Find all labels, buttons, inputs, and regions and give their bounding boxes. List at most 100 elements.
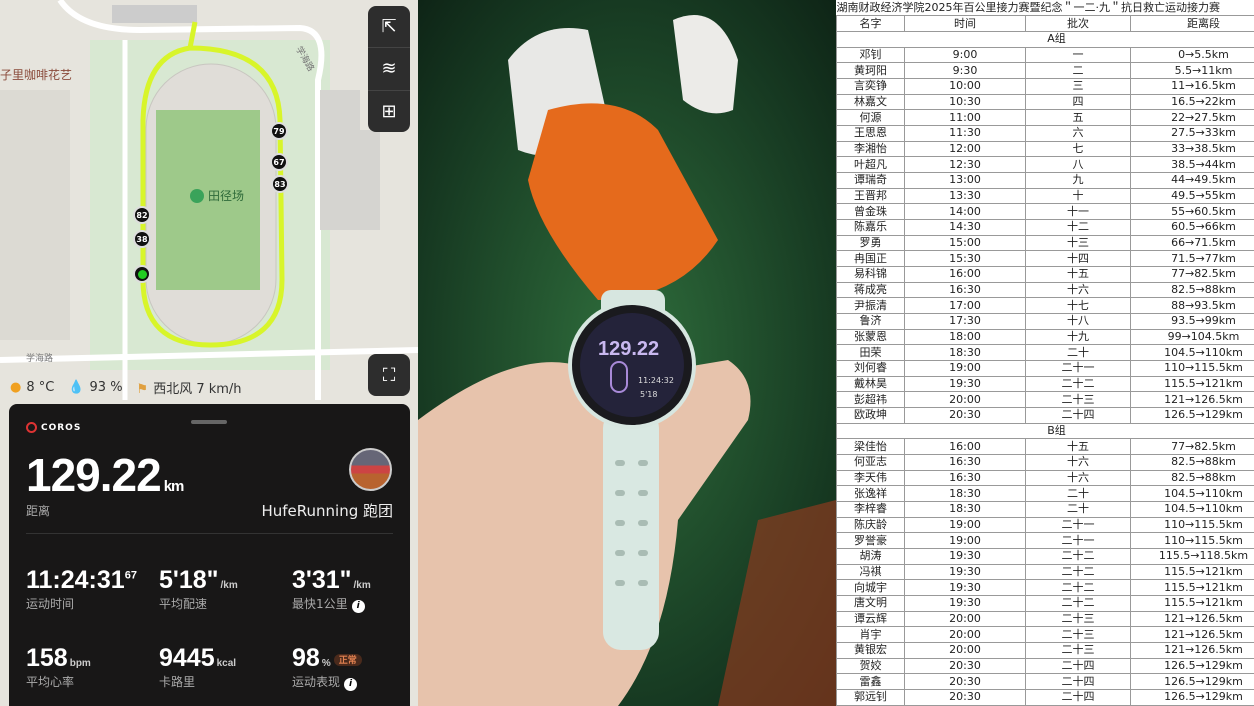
table-cell: 二十一 xyxy=(1025,532,1131,550)
table-cell: 十四 xyxy=(1025,250,1131,267)
table-cell: 49.5→55km xyxy=(1130,187,1254,205)
table-cell: 曾金珠 xyxy=(836,203,905,220)
table-cell: 刘何睿 xyxy=(836,359,905,377)
table-cell: 张逸祥 xyxy=(836,485,905,502)
info-icon[interactable]: i xyxy=(351,600,365,613)
table-cell: 110→115.5km xyxy=(1130,359,1254,377)
column-header: 名字 xyxy=(836,15,905,32)
group-label: A组 xyxy=(836,30,1254,48)
table-row: 尹振清 17:00 十七 88→93.5km xyxy=(836,297,1254,314)
table-cell: 七 xyxy=(1025,140,1131,158)
drag-handle[interactable] xyxy=(191,420,227,424)
table-cell: 20:00 xyxy=(904,642,1026,659)
table-cell: 16:30 xyxy=(904,453,1026,471)
table-cell: 二十四 xyxy=(1025,657,1131,675)
stat-performance: 98% 正常 运动表现 i xyxy=(292,644,362,691)
table-cell: 19:30 xyxy=(904,548,1026,565)
table-cell: 十一 xyxy=(1025,203,1131,220)
table-cell: 93.5→99km xyxy=(1130,312,1254,330)
table-row: 叶超凡 12:30 八 38.5→44km xyxy=(836,156,1254,173)
table-cell: 13:30 xyxy=(904,187,1026,205)
map-shop-label: 子里咖啡花艺 xyxy=(0,68,73,82)
table-cell: 12:00 xyxy=(904,140,1026,158)
stat-avg-hr: 158 bpm 平均心率 xyxy=(26,644,91,689)
table-cell: 104.5→110km xyxy=(1130,485,1254,502)
table-cell: 十五 xyxy=(1025,265,1131,283)
table-row: 张蒙恩 18:00 十九 99→104.5km xyxy=(836,328,1254,346)
table-cell: 16:30 xyxy=(904,281,1026,299)
table-cell: 十 xyxy=(1025,187,1131,205)
stat-fastest-km: 3'31"/km 最快1公里 i xyxy=(292,566,371,613)
table-cell: 二十二 xyxy=(1025,579,1131,597)
photo-graphics xyxy=(418,15,836,706)
km-marker[interactable]: 83 xyxy=(271,175,289,193)
table-cell: 李天伟 xyxy=(836,469,905,487)
relay-schedule-table: 湖南财政经济学院2025年百公里接力赛暨纪念＂一二·九＂抗日救亡运动接力赛 名字时… xyxy=(836,0,1254,706)
club-name[interactable]: HufeRunning 跑团 xyxy=(261,502,393,520)
table-cell: 二十 xyxy=(1025,485,1131,502)
table-row: 胡涛 19:30 二十二 115.5→118.5km xyxy=(836,548,1254,565)
table-cell: 郭远钊 xyxy=(836,689,905,706)
table-cell: 121→126.5km xyxy=(1130,642,1254,659)
route-map[interactable]: 子里咖啡花艺 学海路 学海路 田径场 79 67 83 82 38 ⇱ ≋ ⊞ … xyxy=(0,0,418,706)
table-cell: 二十二 xyxy=(1025,548,1131,565)
table-cell: 贺姣 xyxy=(836,657,905,675)
table-cell: 115.5→118.5km xyxy=(1130,548,1254,565)
table-cell: 60.5→66km xyxy=(1130,218,1254,236)
table-cell: 115.5→121km xyxy=(1130,595,1254,612)
layers-button[interactable]: ≋ xyxy=(368,48,410,91)
table-row: 李湘怡 12:00 七 33→38.5km xyxy=(836,140,1254,158)
table-cell: 陈嘉乐 xyxy=(836,218,905,236)
table-row: 戴林昊 19:30 二十二 115.5→121km xyxy=(836,375,1254,393)
humidity: 93 % xyxy=(89,380,123,395)
fullscreen-button[interactable]: ⛶ xyxy=(368,354,410,396)
share-button[interactable]: ⇱ xyxy=(368,6,410,49)
table-row: 曾金珠 14:00 十一 55→60.5km xyxy=(836,203,1254,220)
table-title: 湖南财政经济学院2025年百公里接力赛暨纪念＂一二·九＂抗日救亡运动接力赛 xyxy=(836,0,1221,14)
km-marker[interactable]: 79 xyxy=(270,122,288,140)
club-avatar[interactable] xyxy=(349,448,392,491)
table-cell: 罗誉豪 xyxy=(836,532,905,550)
wind: 西北风 7 km/h xyxy=(153,382,242,397)
table-row: 林嘉文 10:30 四 16.5→22km xyxy=(836,93,1254,111)
table-cell: 121→126.5km xyxy=(1130,626,1254,644)
poi-stadium[interactable]: 田径场 xyxy=(190,187,244,204)
start-marker[interactable] xyxy=(133,265,151,283)
table-cell: 二十一 xyxy=(1025,516,1131,534)
table-cell: 44→49.5km xyxy=(1130,171,1254,189)
table-cell: 121→126.5km xyxy=(1130,391,1254,408)
table-cell: 20:00 xyxy=(904,391,1026,408)
table-cell: 肖宇 xyxy=(836,626,905,644)
table-cell: 二十三 xyxy=(1025,642,1131,659)
table-cell: 82.5→88km xyxy=(1130,469,1254,487)
table-cell: 20:30 xyxy=(904,406,1026,424)
table-cell: 14:00 xyxy=(904,203,1026,220)
add-image-button[interactable]: ⊞ xyxy=(368,91,410,132)
table-row: 田荣 18:30 二十 104.5→110km xyxy=(836,344,1254,361)
table-row: 梁佳怡 16:00 十五 77→82.5km xyxy=(836,438,1254,455)
divider xyxy=(26,533,393,534)
km-marker[interactable]: 67 xyxy=(270,153,288,171)
table-cell: 20:30 xyxy=(904,657,1026,675)
table-cell: 黄银宏 xyxy=(836,642,905,659)
table-cell: 二十二 xyxy=(1025,595,1131,612)
share-icon: ⇱ xyxy=(381,16,397,38)
info-icon[interactable]: i xyxy=(344,678,358,691)
table-cell: 十八 xyxy=(1025,312,1131,330)
table-row: 何亚志 16:30 十六 82.5→88km xyxy=(836,453,1254,471)
km-marker[interactable]: 82 xyxy=(133,206,151,224)
table-row: 鲁济 17:30 十八 93.5→99km xyxy=(836,312,1254,330)
km-marker[interactable]: 38 xyxy=(133,230,151,248)
road-label: 学海路 xyxy=(26,354,54,364)
table-row: 肖宇 20:00 二十三 121→126.5km xyxy=(836,626,1254,644)
table-row: 李梓睿 18:30 二十 104.5→110km xyxy=(836,501,1254,518)
table-cell: 19:00 xyxy=(904,532,1026,550)
table-cell: 16:00 xyxy=(904,438,1026,455)
stadium-icon xyxy=(190,188,204,203)
table-cell: 何源 xyxy=(836,109,905,126)
fullscreen-icon: ⛶ xyxy=(382,364,396,386)
layers-icon: ≋ xyxy=(381,58,397,80)
table-cell: 王晋邦 xyxy=(836,187,905,205)
table-cell: 言奕铮 xyxy=(836,77,905,95)
table-cell: 12:30 xyxy=(904,156,1026,173)
